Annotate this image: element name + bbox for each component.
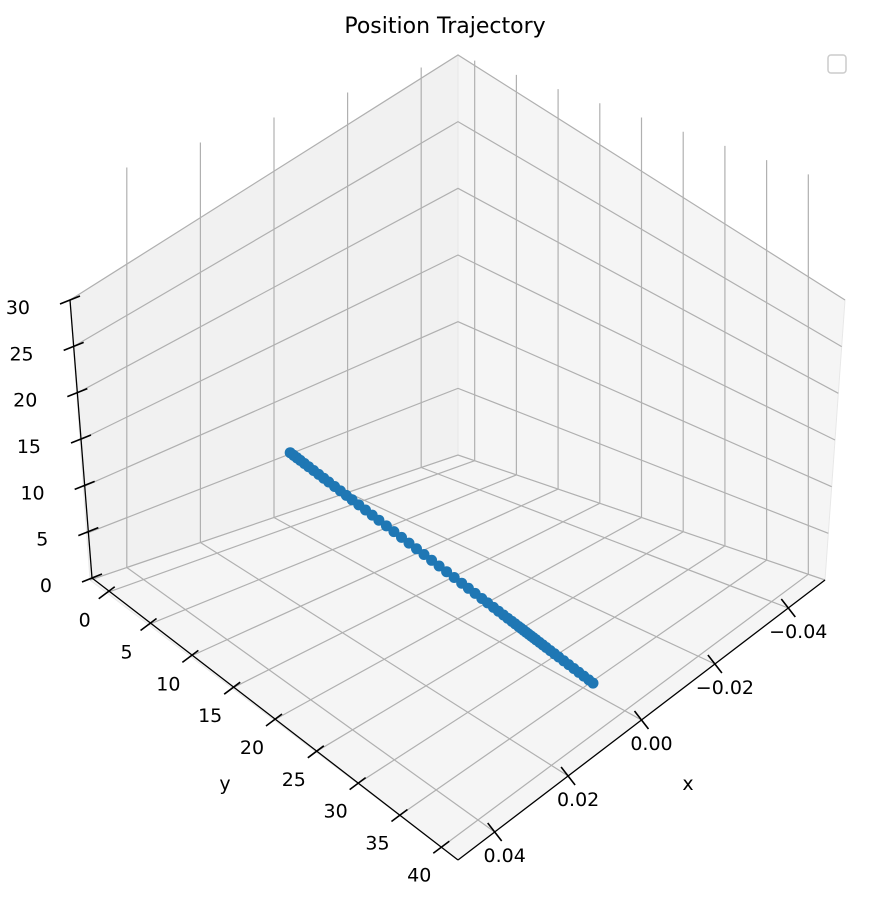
- y-tick-mark: [390, 808, 408, 823]
- chart-title: Position Trajectory: [344, 14, 545, 39]
- z-tick-mark: [78, 526, 99, 537]
- grid-floor-y: [440, 573, 809, 848]
- z-tick-label: 15: [17, 436, 41, 458]
- grid-floor-y: [148, 474, 517, 626]
- x-tick-label: 0.02: [557, 789, 599, 811]
- x-tick-mark: [560, 766, 576, 786]
- z-tick-label: 30: [6, 297, 30, 319]
- y-tick-label: 15: [198, 705, 222, 727]
- x-tick-mark: [487, 822, 503, 842]
- data-point: [380, 520, 392, 532]
- grid-wall-z: [89, 454, 826, 581]
- y-tick-label: 40: [407, 864, 431, 886]
- grid-wall-z: [76, 187, 839, 394]
- grid-wall-z: [86, 387, 829, 534]
- grid-wall-z: [83, 321, 832, 488]
- y-tick-label: 10: [156, 673, 180, 695]
- x-tick-label: −0.04: [769, 621, 827, 643]
- data-point: [433, 560, 445, 572]
- z-tick-mark: [81, 573, 103, 583]
- data-point: [587, 677, 599, 689]
- grid-floor-y: [106, 460, 475, 594]
- grid-floor-y: [315, 531, 684, 753]
- scatter-series: [284, 447, 599, 689]
- y-tick-mark: [265, 713, 283, 727]
- x-tick-label: 0.00: [630, 733, 672, 755]
- z-tick-label: 25: [9, 343, 33, 365]
- legend-box: [827, 54, 847, 74]
- z-tick-label: 5: [36, 529, 48, 551]
- data-point: [448, 572, 460, 583]
- z-tick-mark: [59, 295, 81, 305]
- grid-floor-y: [273, 516, 642, 721]
- z-tick-mark: [63, 341, 84, 352]
- axes-panes: [69, 54, 846, 861]
- grid-lines: [69, 54, 846, 848]
- y-tick-mark: [181, 649, 199, 664]
- z-tick-mark: [70, 434, 92, 444]
- grid-wall-z: [69, 54, 846, 301]
- y-tick-label: 5: [120, 642, 132, 664]
- data-point: [373, 514, 385, 526]
- x-tick-label: 0.04: [484, 845, 526, 867]
- grid-floor-y: [231, 502, 601, 689]
- z-tick-label: 10: [20, 482, 44, 504]
- y-tick-label: 20: [240, 737, 264, 759]
- y-tick-label: 25: [282, 769, 306, 791]
- y-axis-label: y: [219, 773, 230, 795]
- data-point: [388, 526, 400, 538]
- grid-floor-y: [399, 559, 767, 816]
- y-tick-label: 35: [365, 832, 389, 854]
- y-tick-label: 30: [324, 801, 348, 823]
- axis-ticks: −0.04 −0.02 0.00 0.02 0.04 0 5 10 15 20 25 30 35 40 0 5…: [6, 295, 827, 886]
- x-axis-label: x: [682, 773, 693, 795]
- x-tick-label: −0.02: [696, 677, 754, 699]
- z-tick-mark: [74, 480, 95, 491]
- z-tick-label: 20: [13, 390, 37, 412]
- y-tick-label: 0: [79, 610, 91, 632]
- z-tick-label: 0: [40, 575, 52, 597]
- y-tick-mark: [140, 617, 158, 632]
- data-point: [441, 566, 453, 578]
- data-point: [411, 543, 422, 555]
- y-tick-mark: [349, 776, 367, 791]
- x-tick-mark: [633, 710, 650, 730]
- y-tick-mark: [307, 745, 325, 759]
- grid-wall-z: [73, 120, 842, 348]
- y-tick-mark: [98, 586, 116, 600]
- grid-floor-y: [190, 488, 559, 657]
- data-point: [403, 537, 415, 549]
- x-tick-mark: [707, 654, 723, 674]
- y-tick-mark: [223, 681, 241, 695]
- z-tick-mark: [67, 387, 88, 398]
- y-tick-mark: [432, 840, 450, 854]
- data-point: [396, 531, 407, 543]
- grid-floor-y: [357, 545, 726, 785]
- data-point: [418, 549, 430, 560]
- x-tick-mark: [780, 598, 796, 618]
- grid-wall-z: [79, 254, 836, 441]
- data-point: [426, 554, 438, 566]
